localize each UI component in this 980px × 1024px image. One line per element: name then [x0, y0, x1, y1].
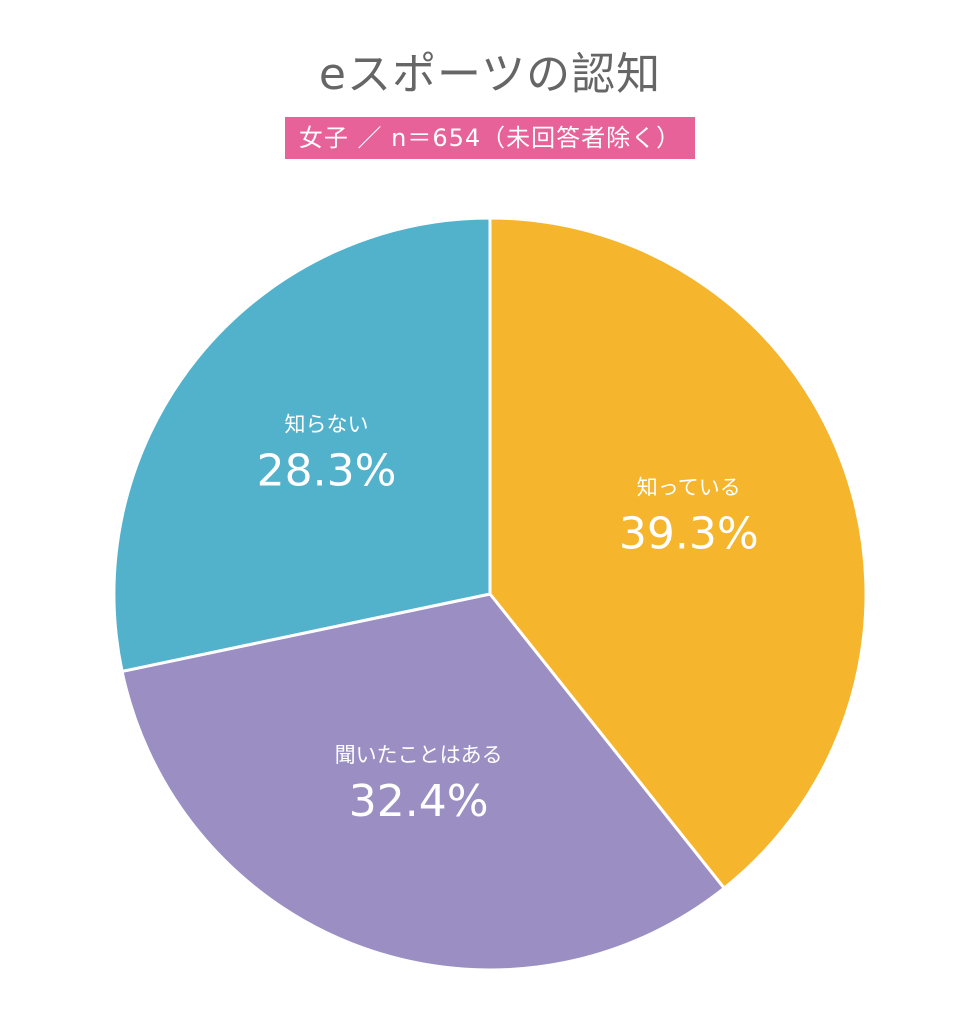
pie-slice-know	[488, 216, 868, 891]
slice-value-unknown: 28.3%	[257, 445, 397, 496]
slice-value-heard: 32.4%	[349, 776, 489, 827]
slice-label-know: 知っている	[637, 476, 741, 500]
slice-label-unknown: 知らない	[285, 412, 369, 436]
slice-label-heard: 聞いたことはある	[335, 743, 503, 767]
pie-slice-unknown	[112, 216, 492, 674]
subtitle-container: 女子 ／ n＝654（未回答者除く）	[0, 117, 980, 159]
slice-value-know: 39.3%	[619, 509, 759, 560]
pie-slice-heard	[120, 592, 727, 972]
chart-title: eスポーツの認知	[318, 49, 662, 100]
subtitle-badge: 女子 ／ n＝654（未回答者除く）	[284, 117, 696, 159]
